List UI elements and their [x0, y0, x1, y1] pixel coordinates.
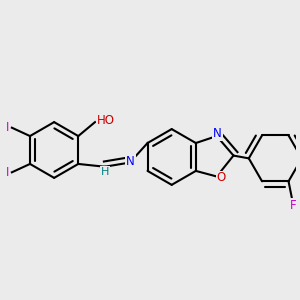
Text: O: O: [217, 172, 226, 184]
Text: H: H: [101, 167, 109, 177]
Text: I: I: [6, 121, 10, 134]
Text: N: N: [213, 127, 222, 140]
Text: I: I: [6, 167, 10, 179]
Text: HO: HO: [98, 114, 116, 128]
Text: F: F: [290, 199, 297, 212]
Text: N: N: [126, 155, 135, 168]
